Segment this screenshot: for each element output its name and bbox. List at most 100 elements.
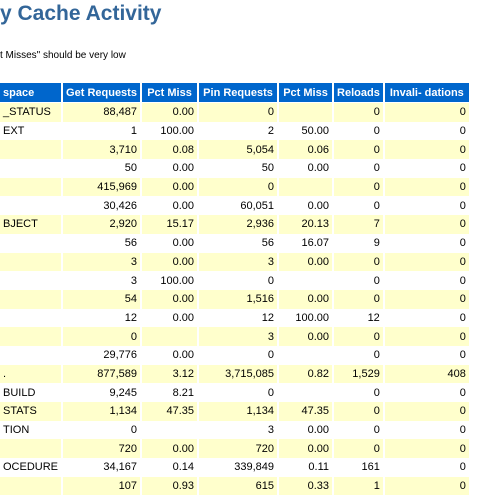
table-cell: 0.00 bbox=[279, 196, 333, 216]
table-cell: 0 bbox=[334, 271, 383, 290]
table-cell: 0 bbox=[334, 121, 383, 141]
table-cell bbox=[0, 196, 62, 216]
table-cell: 3,710 bbox=[63, 140, 141, 160]
table-row: 720 0.00 720 0.00 0 0 bbox=[0, 439, 469, 459]
table-cell bbox=[279, 103, 333, 122]
table-cell: 0 bbox=[384, 196, 469, 216]
table-cell: 0 bbox=[334, 103, 383, 122]
table-cell bbox=[0, 327, 62, 346]
table-cell: 0 bbox=[199, 345, 278, 365]
table-row: 415,969 0.00 0 0 0 bbox=[0, 177, 469, 197]
table-cell: 161 bbox=[334, 458, 383, 477]
table-cell bbox=[0, 439, 62, 459]
table-cell: BJECT bbox=[0, 215, 62, 234]
table-cell: 0.00 bbox=[142, 177, 198, 197]
table-cell: 0.11 bbox=[279, 458, 333, 477]
table-cell bbox=[279, 177, 333, 197]
table-cell: 720 bbox=[63, 439, 141, 459]
table-cell: 54 bbox=[63, 289, 141, 309]
table-cell: TION bbox=[0, 420, 62, 440]
table-cell: 0 bbox=[334, 196, 383, 216]
table-row: TION 0 3 0.00 0 0 bbox=[0, 420, 469, 440]
table-cell: STATS bbox=[0, 402, 62, 421]
table-cell: 0 bbox=[334, 289, 383, 309]
table-cell: 0 bbox=[334, 345, 383, 365]
table-cell: 0 bbox=[384, 121, 469, 141]
table-cell: 408 bbox=[384, 364, 469, 384]
table-cell: 0 bbox=[199, 271, 278, 290]
table-cell: 0 bbox=[384, 271, 469, 290]
table-cell: 100.00 bbox=[142, 121, 198, 141]
table-row: 3 0.00 3 0.00 0 0 bbox=[0, 252, 469, 272]
table-cell: 34,167 bbox=[63, 458, 141, 477]
table-cell: 0.82 bbox=[279, 364, 333, 384]
table-cell: 0 bbox=[334, 140, 383, 160]
table-cell: 0.00 bbox=[279, 420, 333, 440]
table-cell: 0.00 bbox=[279, 439, 333, 459]
table-cell: 0.00 bbox=[279, 252, 333, 272]
table-cell: 3 bbox=[63, 252, 141, 272]
table-cell: 0.00 bbox=[142, 289, 198, 309]
table-cell: 339,849 bbox=[199, 458, 278, 477]
table-cell: 0.00 bbox=[142, 439, 198, 459]
table-cell bbox=[279, 383, 333, 402]
table-cell: 0 bbox=[384, 458, 469, 477]
table-cell: 8.21 bbox=[142, 383, 198, 402]
table-cell: 0 bbox=[63, 420, 141, 440]
table-row: 107 0.93 615 0.33 1 0 bbox=[0, 476, 469, 496]
table-cell: _STATUS bbox=[0, 103, 62, 122]
table-cell bbox=[0, 289, 62, 309]
table-cell: 12 bbox=[334, 308, 383, 328]
table-cell: BUILD bbox=[0, 383, 62, 402]
table-row: 30,426 0.00 60,051 0.00 0 0 bbox=[0, 196, 469, 216]
table-cell: 50.00 bbox=[279, 121, 333, 141]
table-row: BJECT 2,920 15.17 2,936 20.13 7 0 bbox=[0, 215, 469, 234]
table-cell: 1 bbox=[63, 121, 141, 141]
table-cell: 2 bbox=[199, 121, 278, 141]
table-row: STATS 1,134 47.35 1,134 47.35 0 0 bbox=[0, 402, 469, 421]
table-cell: 0 bbox=[384, 476, 469, 496]
table-cell bbox=[0, 476, 62, 496]
table-cell: 56 bbox=[199, 233, 278, 253]
table-cell: 0 bbox=[334, 402, 383, 421]
column-header: Get Requests bbox=[63, 83, 141, 103]
table-cell: EXT bbox=[0, 121, 62, 141]
table-cell: 0 bbox=[199, 177, 278, 197]
table-cell: 1,516 bbox=[199, 289, 278, 309]
table-body: _STATUS 88,487 0.00 0 0 0 EXT 1 100.00 2 50.00 0 0 3,… bbox=[0, 103, 469, 496]
table-cell: 0 bbox=[384, 439, 469, 459]
table-cell: 0 bbox=[384, 383, 469, 402]
table-cell: 16.07 bbox=[279, 233, 333, 253]
table-cell: 0 bbox=[199, 383, 278, 402]
table-cell: 29,776 bbox=[63, 345, 141, 365]
table-row: _STATUS 88,487 0.00 0 0 0 bbox=[0, 103, 469, 122]
table-cell: 0 bbox=[334, 383, 383, 402]
report-note: t Misses" should be very low bbox=[0, 50, 126, 61]
table-cell: 0.00 bbox=[142, 103, 198, 122]
table-row: OCEDURE 34,167 0.14 339,849 0.11 161 0 bbox=[0, 458, 469, 477]
table-cell: 7 bbox=[334, 215, 383, 234]
table-cell bbox=[0, 308, 62, 328]
table-row: 3,710 0.08 5,054 0.06 0 0 bbox=[0, 140, 469, 160]
table-cell: 0 bbox=[384, 345, 469, 365]
table-cell: 0.00 bbox=[142, 159, 198, 178]
table-cell: 9,245 bbox=[63, 383, 141, 402]
table-cell: 5,054 bbox=[199, 140, 278, 160]
table-cell: 60,051 bbox=[199, 196, 278, 216]
table-cell: 0.00 bbox=[142, 196, 198, 216]
table-cell bbox=[0, 140, 62, 160]
report-title: y Cache Activity bbox=[0, 2, 162, 25]
table-cell: . bbox=[0, 364, 62, 384]
cache-activity-table: space Get Requests Pct Miss Pin Requests Pct… bbox=[0, 83, 471, 496]
table-cell: 0 bbox=[384, 308, 469, 328]
table-row: 54 0.00 1,516 0.00 0 0 bbox=[0, 289, 469, 309]
table-cell: 0.00 bbox=[142, 308, 198, 328]
table-cell bbox=[0, 252, 62, 272]
table-row: 50 0.00 50 0.00 0 0 bbox=[0, 159, 469, 178]
table-row: 0 3 0.00 0 0 bbox=[0, 327, 469, 346]
table-cell: 0 bbox=[334, 177, 383, 197]
table-row: 56 0.00 56 16.07 9 0 bbox=[0, 233, 469, 253]
table-cell: 0 bbox=[384, 177, 469, 197]
table-row: 29,776 0.00 0 0 0 bbox=[0, 345, 469, 365]
